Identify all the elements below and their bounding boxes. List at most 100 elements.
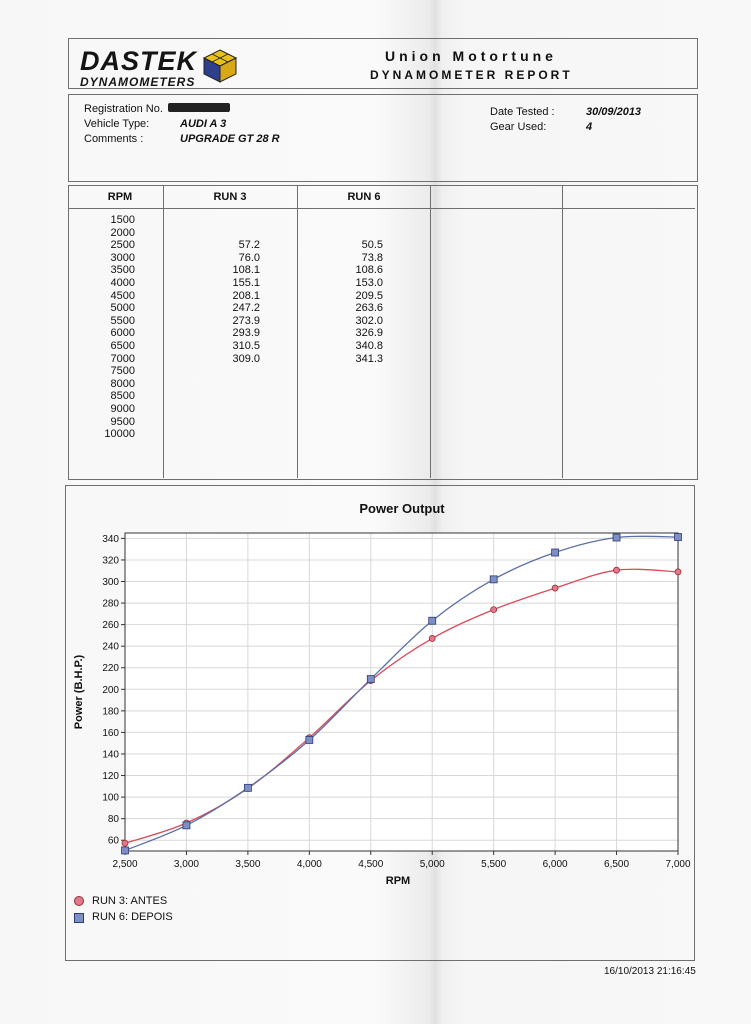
run6-column: 50.5 73.8 108.6 153.0 209.5 263.6 302.0 326.9 34…	[338, 214, 383, 441]
rpm-cell: 3000	[110, 251, 135, 264]
y-tick-label: 220	[102, 663, 119, 674]
rpm-cell: 3500	[110, 264, 135, 277]
gear-used-value: 4	[586, 121, 593, 133]
run3-point	[674, 568, 682, 576]
series-line-run6	[124, 535, 679, 852]
rpm-cell: 8500	[110, 390, 135, 403]
rpm-cell: 7000	[110, 352, 135, 365]
run6-point	[612, 533, 621, 542]
legend-markers	[74, 896, 84, 923]
legend-run6-marker	[74, 913, 84, 923]
y-tick-label: 300	[102, 577, 119, 588]
y-tick-label: 200	[102, 685, 119, 696]
rpm-cell: 8000	[110, 377, 135, 390]
run6-cell: 326.9	[355, 327, 383, 340]
run6-cell: 209.5	[355, 289, 383, 302]
date-tested-label: Date Tested :	[490, 106, 555, 118]
y-tick-label: 100	[102, 793, 119, 804]
run6-cell: 108.6	[355, 264, 383, 277]
registration-redaction	[168, 103, 230, 112]
x-tick-label: 3,000	[174, 859, 199, 870]
run6-point	[674, 533, 682, 541]
rpm-cell: 9000	[110, 402, 135, 415]
x-axis-label: RPM	[386, 875, 410, 887]
header-rpm: RPM	[107, 191, 133, 203]
comments-label: Comments :	[84, 133, 144, 145]
rpm-cell: 7500	[110, 365, 135, 378]
run3-cell: 76.0	[238, 251, 260, 264]
rpm-cell: 5000	[110, 302, 135, 315]
y-tick-label: 280	[102, 599, 119, 610]
x-tick-label: 7,000	[665, 859, 690, 870]
details-box	[68, 94, 698, 182]
chart-title: Power Output	[359, 501, 445, 516]
logo-sub-text: DYNAMOMETERS	[80, 75, 196, 89]
run3-cell: 273.9	[232, 314, 260, 327]
run6-point	[428, 616, 437, 625]
y-tick-label: 160	[102, 728, 119, 739]
dastek-logo: DASTEK DYNAMOMETERS	[80, 46, 198, 90]
header-run6: RUN 6	[347, 191, 381, 203]
run3-cell: 309.0	[232, 352, 260, 365]
rpm-cell: 2500	[110, 239, 135, 252]
run6-point	[121, 846, 129, 855]
table-header-line	[68, 208, 695, 209]
run6-cell: 302.0	[355, 314, 383, 327]
rpm-cell: 4000	[110, 276, 135, 289]
run3-cell: 310.5	[232, 339, 260, 352]
x-tick-label: 6,000	[543, 859, 568, 870]
run3-point	[121, 839, 129, 847]
plot-area	[124, 532, 679, 852]
y-tick-label: 340	[102, 534, 119, 545]
run3-column: 57.2 76.0 108.1 155.1 208.1 247.2 273.9 293.9 31…	[215, 214, 260, 441]
registration-label: Registration No.	[84, 103, 163, 115]
run3-point	[613, 566, 620, 574]
run3-point	[490, 606, 498, 614]
table-divider	[163, 185, 164, 478]
company-name: Union Motortune	[385, 48, 557, 64]
rpm-cell: 4500	[110, 289, 135, 302]
run3-cell: 155.1	[232, 276, 260, 289]
run3-point	[428, 635, 436, 642]
y-tick-label: 120	[102, 771, 119, 782]
y-axis-label: Power (B.H.P.)	[73, 654, 85, 729]
x-tick-label: 2,500	[112, 859, 137, 870]
vehicle-type-value: AUDI A 3	[180, 118, 227, 130]
x-tick-label: 3,500	[235, 859, 260, 870]
table-divider	[297, 185, 298, 478]
rpm-cell: 9500	[110, 415, 135, 428]
rpm-cell: 6000	[110, 327, 135, 340]
run6-point	[366, 675, 375, 683]
table-divider	[562, 185, 563, 478]
logo-main-text: DASTEK	[80, 46, 198, 76]
run6-cell: 340.8	[355, 339, 383, 352]
cube-logo-icon	[202, 49, 238, 83]
run6-point	[243, 783, 252, 792]
y-tick-label: 60	[108, 836, 120, 847]
run3-cell: 293.9	[232, 327, 260, 340]
results-table	[68, 185, 698, 480]
header-run3: RUN 3	[213, 191, 247, 203]
rpm-cell: 1500	[110, 214, 135, 226]
run6-cell: 50.5	[361, 239, 383, 252]
x-tick-label: 4,500	[358, 859, 383, 870]
run3-point	[551, 584, 559, 592]
date-tested-value: 30/09/2013	[586, 106, 642, 118]
header-box	[68, 38, 698, 89]
plot-border	[124, 532, 679, 852]
report-title: DYNAMOMETER REPORT	[370, 68, 573, 82]
rpm-cell: 10000	[104, 428, 135, 441]
legend-run6-label: RUN 6: DEPOIS	[92, 911, 173, 923]
y-tick-label: 140	[102, 749, 119, 760]
comments-value: UPGRADE GT 28 R	[180, 133, 280, 145]
rpm-column: 1500 2000 2500 3000 3500 4000 4500 5000 5500 6000…	[100, 214, 135, 441]
table-divider	[430, 185, 431, 478]
rpm-cell: 2000	[110, 226, 135, 239]
run6-cell: 73.8	[361, 251, 383, 264]
run6-point	[489, 575, 498, 584]
chart-box	[65, 485, 695, 961]
legend-run3-marker	[74, 896, 84, 906]
run3-cell: 108.1	[232, 264, 260, 277]
run3-cell: 208.1	[232, 289, 260, 302]
